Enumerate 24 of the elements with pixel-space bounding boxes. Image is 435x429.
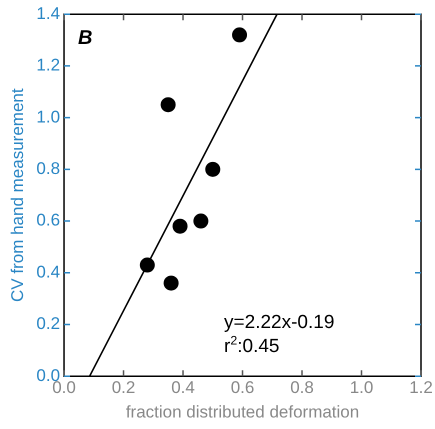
y-tick-label: 0.6: [36, 210, 60, 230]
y-tick-label: 0.8: [36, 159, 60, 178]
x-tick-label: 0.4: [171, 378, 195, 398]
y-tick-label: 0.4: [36, 262, 60, 282]
y-tick-label: 1.0: [36, 107, 60, 126]
x-tick-label: 0.8: [290, 378, 314, 398]
annotation: B: [78, 27, 92, 50]
x-tick-label: 0.6: [230, 378, 254, 398]
point: [172, 218, 188, 234]
x-axis-title: fraction distributed deformation: [126, 402, 360, 422]
x-tick-label: 0.2: [112, 378, 136, 398]
x-tick-label: 1.2: [409, 378, 433, 398]
point: [140, 258, 155, 273]
point: [164, 276, 179, 291]
y-axis-title: CV from hand measurement: [8, 88, 27, 302]
y-tick-label: 1.2: [36, 56, 60, 75]
point: [160, 97, 176, 112]
x-tick-label: 1.0: [350, 378, 374, 398]
y-tick-label: 1.4: [36, 4, 60, 23]
point: [232, 27, 248, 42]
y-tick-label: 0.2: [36, 314, 60, 334]
annotation: y=2.22x-0.19: [224, 312, 334, 334]
point: [193, 214, 208, 229]
point: [205, 162, 220, 177]
